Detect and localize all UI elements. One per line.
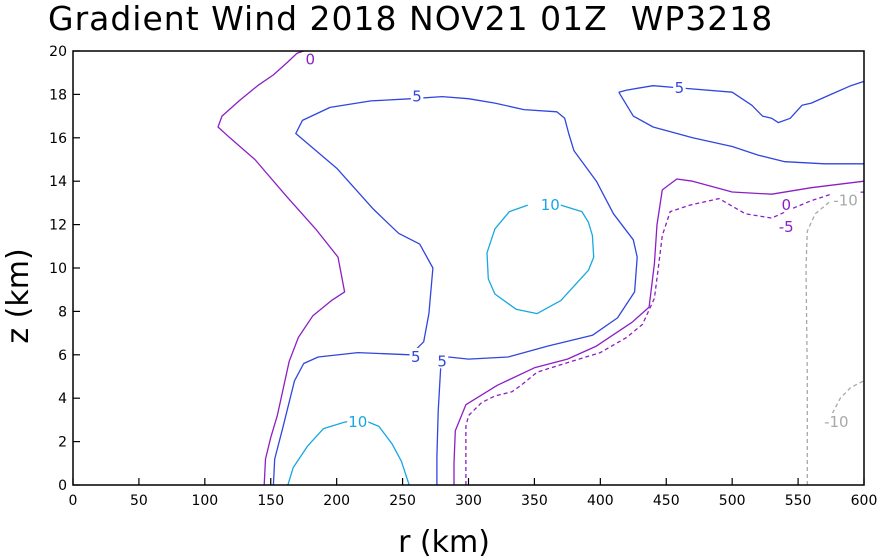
contour-label-0: 0 <box>306 51 316 69</box>
x-tick-label: 200 <box>323 493 350 509</box>
contour-label-bg <box>539 196 561 213</box>
x-tick-label: 450 <box>653 493 680 509</box>
x-tick-label: 600 <box>851 493 878 509</box>
contour-label-bg <box>673 78 686 95</box>
contour-line-5 <box>618 80 865 124</box>
contour-label-neg10: -10 <box>824 413 849 431</box>
contour-label-neg10: -10 <box>833 192 858 210</box>
x-tick-label: 250 <box>389 493 416 509</box>
contour-line-10 <box>486 204 595 315</box>
y-tick-label: 4 <box>58 391 67 407</box>
x-tick-label: 550 <box>785 493 812 509</box>
y-tick-label: 2 <box>58 435 67 451</box>
y-tick-label: 20 <box>49 44 67 60</box>
contour-label-bg <box>409 347 423 364</box>
y-tick-label: 8 <box>58 304 67 320</box>
contour-label-bg <box>775 217 797 234</box>
x-tick-label: 50 <box>130 493 148 509</box>
contour-label-bg <box>410 87 424 104</box>
contour-line-neg10 <box>831 380 865 414</box>
contour-label-bg <box>347 413 369 430</box>
contour-line-0 <box>217 50 346 486</box>
contour-label-10: 10 <box>348 413 367 431</box>
contour-line-0 <box>453 178 865 485</box>
contour-label-5: 5 <box>675 79 685 97</box>
y-axis: 0 2 4 6 8 10 12 14 16 18 20 <box>49 44 80 494</box>
contour-label-bg <box>304 50 317 67</box>
x-tick-label: 0 <box>69 493 78 509</box>
contour-label-bg <box>830 191 861 208</box>
contour-label-neg5: -5 <box>779 218 794 236</box>
y-tick-label: 10 <box>49 261 67 277</box>
x-tick-label: 150 <box>257 493 284 509</box>
x-axis: 0 50 100 150 200 250 300 350 400 450 500 550 600 <box>69 478 878 509</box>
contour-layer <box>217 50 865 486</box>
x-tick-label: 400 <box>587 493 614 509</box>
y-tick-label: 14 <box>49 174 67 190</box>
plot-frame <box>72 50 865 486</box>
y-tick-label: 12 <box>49 218 67 234</box>
contour-label-bg <box>821 413 852 430</box>
y-tick-label: 6 <box>58 348 67 364</box>
contour-line-neg10 <box>805 200 832 485</box>
y-tick-label: 0 <box>58 478 67 494</box>
contour-label-0: 0 <box>781 196 791 214</box>
contour-label-5: 5 <box>412 88 422 106</box>
contour-label-bg <box>435 352 449 369</box>
contour-label-10: 10 <box>541 196 560 214</box>
x-tick-label: 500 <box>719 493 746 509</box>
contour-line-neg5 <box>465 191 865 485</box>
x-axis-title: r (km) <box>398 525 490 560</box>
y-tick-label: 18 <box>49 87 67 103</box>
y-axis-title: z (km) <box>1 248 36 343</box>
chart-title: Gradient Wind 2018 NOV21 01Z WP3218 <box>48 0 773 38</box>
x-tick-label: 350 <box>521 493 548 509</box>
x-tick-label: 300 <box>455 493 482 509</box>
x-tick-label: 100 <box>191 493 218 509</box>
contour-label-bg <box>779 196 793 213</box>
y-tick-label: 16 <box>49 131 67 147</box>
contour-label-5: 5 <box>437 352 447 370</box>
contour-line-5 <box>618 91 864 165</box>
contour-label-5: 5 <box>411 348 421 366</box>
